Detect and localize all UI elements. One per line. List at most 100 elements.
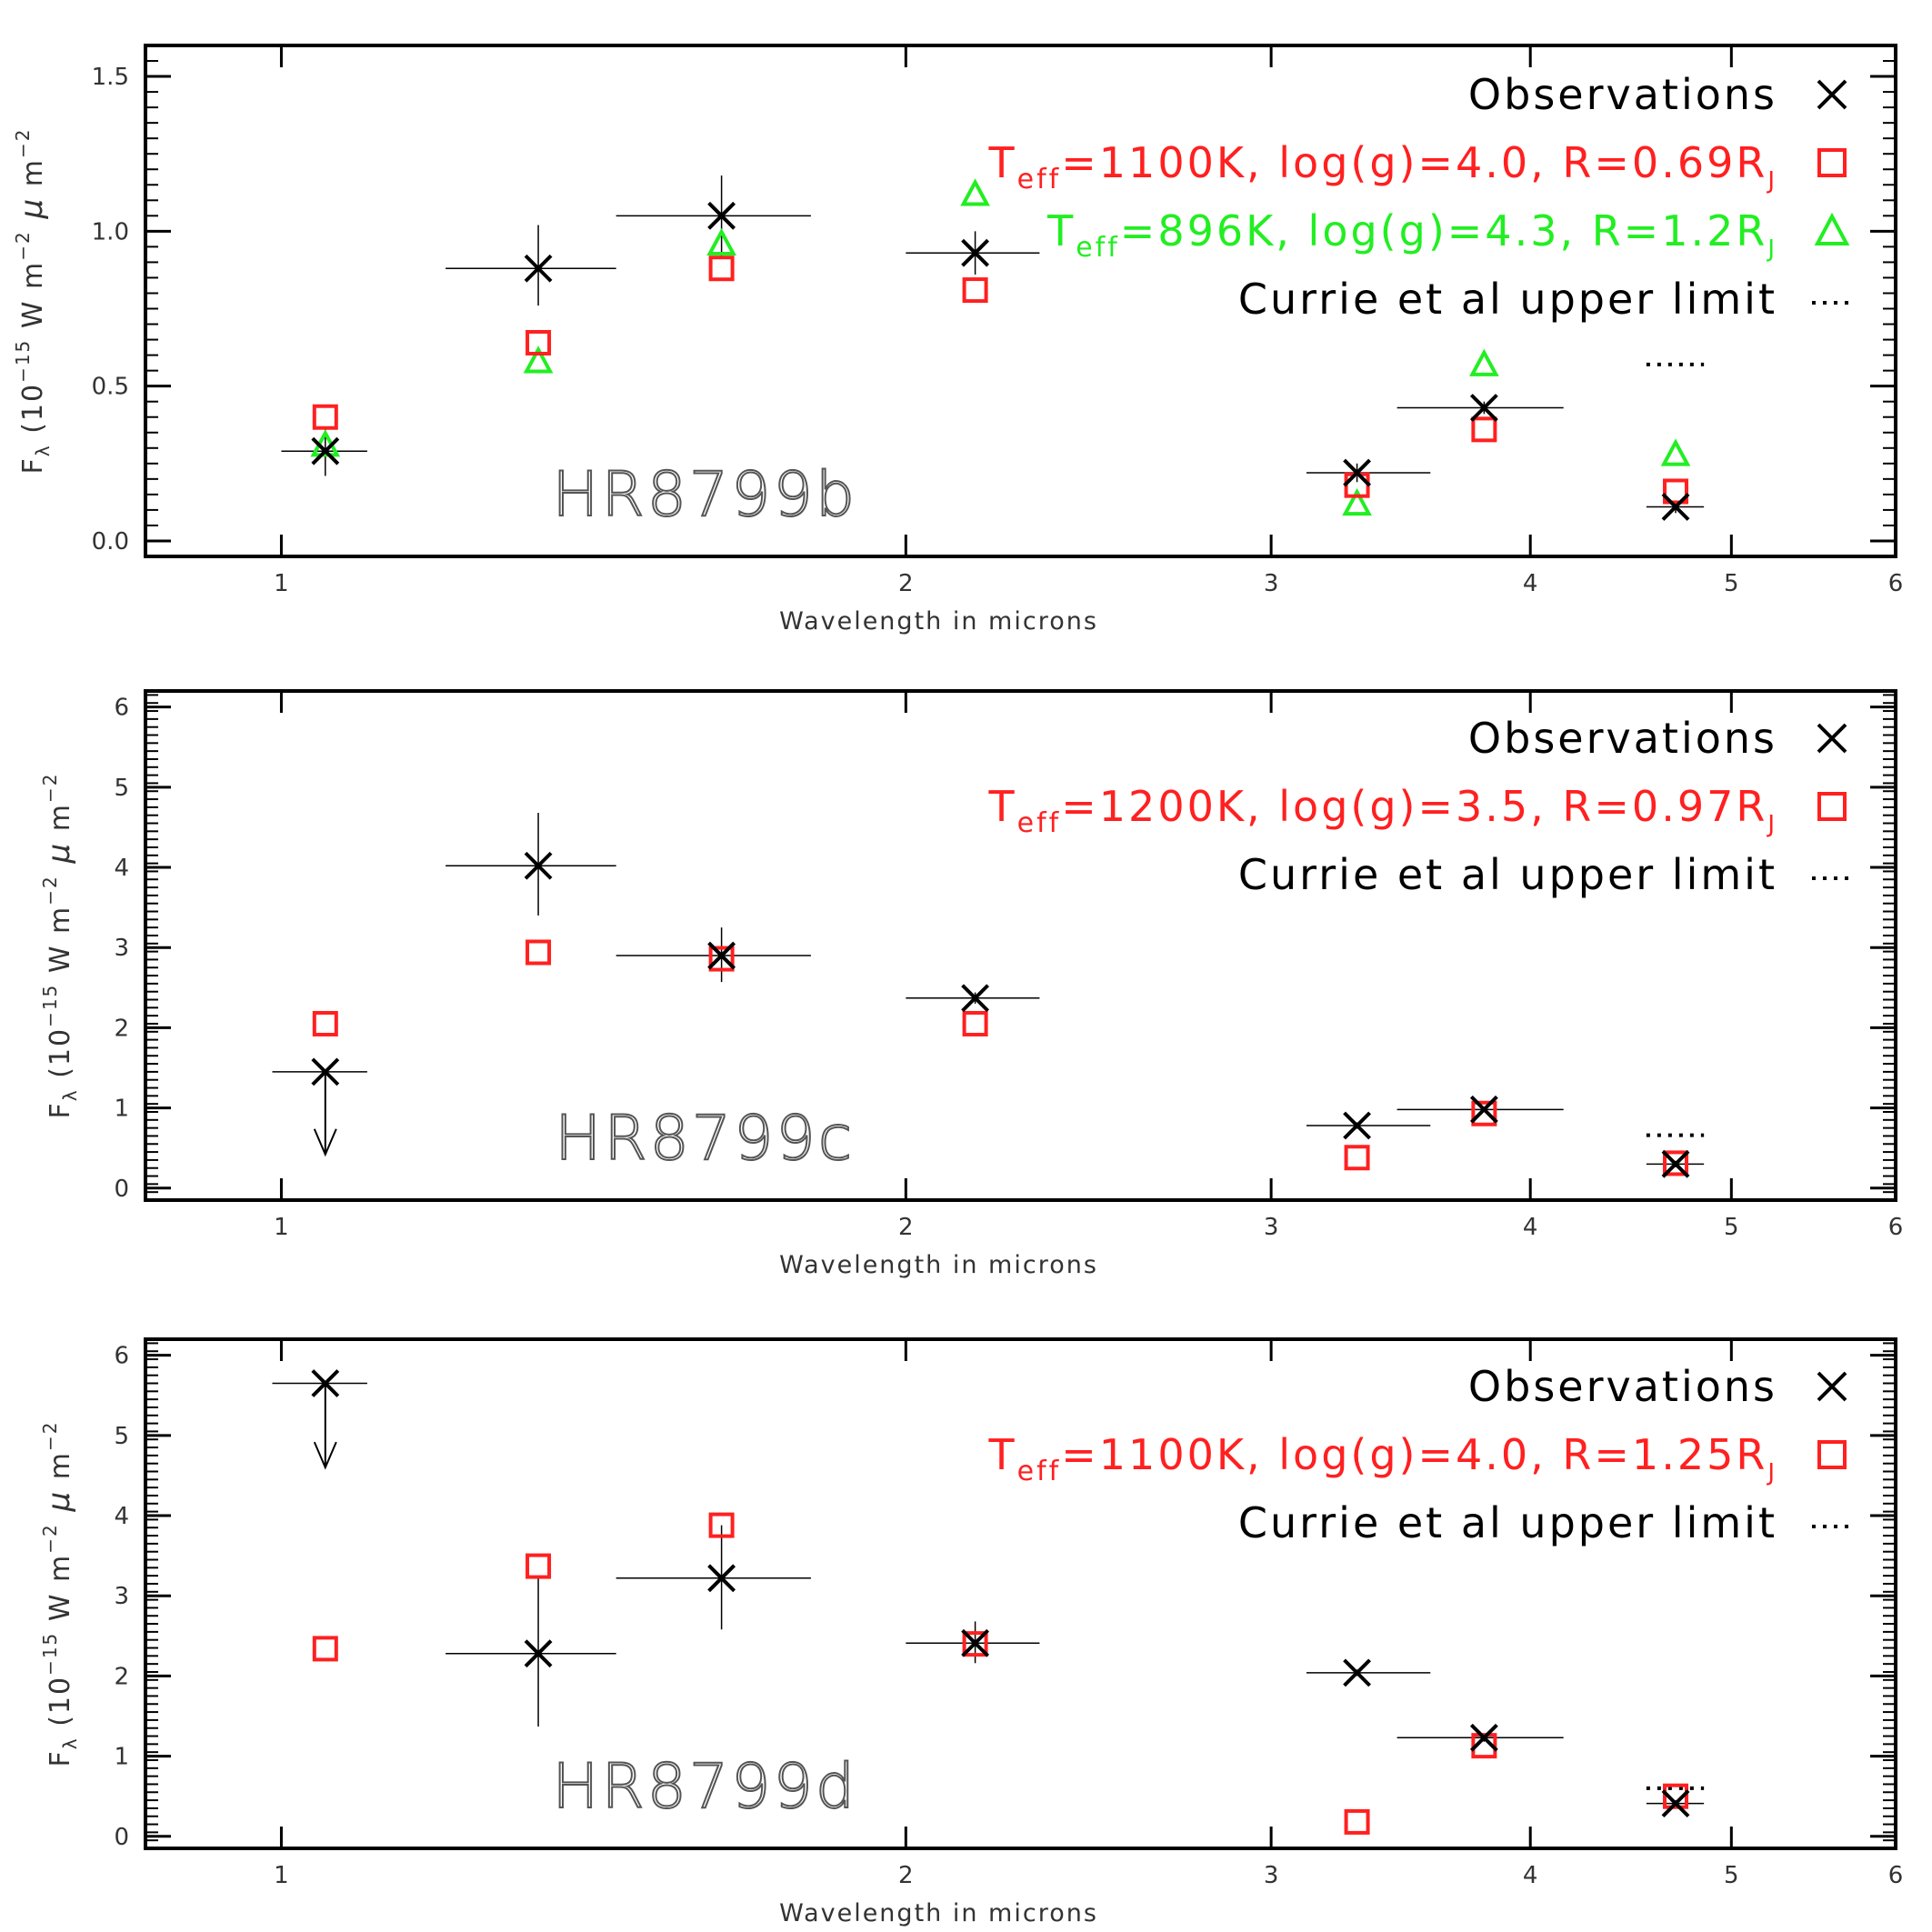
chart-panel-hr8799d: 0 1 2 3 4 5 6 1 2 3 4 5 6 Wavelength in microns Fλ (10…	[39, 1337, 1904, 1927]
model2-point	[706, 227, 736, 256]
legend-marker	[1814, 212, 1850, 245]
legend-entry: Observations	[1468, 1362, 1777, 1411]
x-tick-label: 2	[898, 1862, 914, 1889]
x-axis-label: Wavelength in microns	[779, 1899, 1098, 1927]
legend-entry: Observations	[1468, 714, 1777, 763]
model2-point	[960, 178, 990, 206]
chart-panel-hr8799b: 0.0 0.5 1.0 1.5 1 2 3 4 5 6 Wavelength in microns F…	[12, 44, 1903, 636]
observation-point	[311, 1369, 340, 1397]
x-axis-label: Wavelength in microns	[779, 1251, 1098, 1279]
observation-point	[707, 1564, 736, 1593]
x-tick-label: 3	[1264, 1214, 1279, 1241]
y-tick-label: 0.0	[92, 528, 129, 556]
plot-frame	[144, 44, 1897, 558]
model-point	[708, 1512, 735, 1538]
model2-point	[1342, 487, 1372, 516]
model-point	[708, 946, 735, 972]
model2-point	[1469, 348, 1499, 376]
model-point	[526, 329, 552, 355]
model-point	[1663, 1150, 1689, 1176]
x-tick-label: 6	[1888, 1862, 1904, 1889]
x-tick-label: 1	[274, 570, 289, 597]
model-point	[1344, 1145, 1370, 1171]
model2-point	[523, 345, 554, 374]
legend-marker	[1817, 1440, 1847, 1469]
y-tick-label: 0	[114, 1824, 129, 1851]
x-tick-label: 3	[1264, 1862, 1279, 1889]
y-tick-label: 5	[114, 1423, 129, 1450]
y-tick-label: 0.5	[92, 374, 129, 401]
legend-entry: Currie et al upper limit	[1238, 850, 1777, 899]
model-point	[1471, 1100, 1497, 1126]
x-tick-label: 6	[1888, 1214, 1904, 1241]
observation-point	[524, 254, 553, 283]
legend-marker	[1817, 79, 1847, 110]
legend-entry: Teff=1200K, log(g)=3.5, R=0.97RJ	[988, 782, 1777, 839]
observation-point	[1661, 1789, 1690, 1818]
observation-point	[707, 941, 736, 970]
observation-point	[1343, 1111, 1371, 1140]
x-tick-label: 1	[274, 1214, 289, 1241]
y-axis-label: Fλ (10−15 W m−2 μ m−2	[12, 128, 54, 475]
x-tick-label: 4	[1523, 570, 1538, 597]
model2-point	[1660, 438, 1691, 466]
legend: Observations Teff=1200K, log(g)=3.5, R=0.…	[988, 714, 1852, 899]
y-tick-label: 6	[114, 1343, 129, 1370]
legend: Observations Teff=1100K, log(g)=4.0, R=0.…	[988, 70, 1852, 324]
model-point	[1663, 1783, 1689, 1809]
y-tick-label: 1	[114, 1096, 129, 1123]
model-point	[708, 255, 735, 282]
planet-label: HR8799c	[555, 1103, 855, 1175]
upper-limit-arrow	[313, 1383, 337, 1470]
observation-point	[1343, 1658, 1371, 1687]
y-tick-label: 1.5	[92, 64, 129, 91]
observation-point	[961, 984, 990, 1013]
chart-panel-hr8799c: 0 1 2 3 4 5 6 1 2 3 4 5 6 Wavelength in microns Fλ (10…	[39, 689, 1904, 1279]
planet-label: HR8799b	[552, 459, 857, 531]
plot-frame	[144, 689, 1897, 1202]
model-point	[962, 1631, 988, 1657]
y-axis-label: Fλ (10−15 W m−2 μ m−2	[39, 1421, 81, 1767]
observation-point	[311, 1057, 340, 1086]
x-axis-label: Wavelength in microns	[779, 607, 1098, 636]
x-tick-label: 4	[1523, 1862, 1538, 1889]
upper-limit-arrow	[313, 1071, 337, 1157]
y-tick-label: 6	[114, 695, 129, 722]
observation-point	[1469, 1095, 1498, 1124]
x-tick-label: 5	[1724, 1862, 1739, 1889]
model-point	[526, 939, 552, 966]
y-tick-label: 2	[114, 1663, 129, 1690]
x-tick-label: 5	[1724, 570, 1739, 597]
x-tick-label: 5	[1724, 1214, 1739, 1241]
observation-point	[1661, 493, 1690, 521]
observation-point	[961, 1628, 990, 1657]
model-point	[312, 404, 338, 430]
model-point	[312, 1010, 338, 1036]
model-point	[1663, 478, 1689, 505]
x-tick-label: 4	[1523, 1214, 1538, 1241]
y-tick-label: 1.0	[92, 218, 129, 245]
planet-label: HR8799d	[552, 1751, 857, 1823]
observation-point	[707, 201, 736, 230]
legend-entry: Currie et al upper limit	[1238, 1498, 1777, 1547]
observation-point	[311, 436, 340, 465]
observation-point	[1343, 458, 1371, 487]
legend-marker	[1817, 723, 1847, 754]
legend-entry: Teff=896K, log(g)=4.3, R=1.2RJ	[1046, 206, 1777, 264]
observation-point	[1469, 1723, 1498, 1752]
y-tick-label: 0	[114, 1176, 129, 1203]
x-tick-label: 2	[898, 570, 914, 597]
y-axis-label: Fλ (10−15 W m−2 μ m−2	[39, 773, 81, 1119]
legend-entry: Teff=1100K, log(g)=4.0, R=1.25RJ	[988, 1430, 1777, 1487]
observation-point	[961, 238, 990, 267]
y-tick-label: 3	[114, 1583, 129, 1610]
y-tick-label: 4	[114, 1503, 129, 1530]
legend-marker	[1817, 792, 1847, 821]
legend-marker	[1817, 148, 1847, 177]
y-tick-label: 5	[114, 775, 129, 802]
model-point	[962, 277, 988, 304]
y-tick-label: 2	[114, 1015, 129, 1042]
observation-point	[524, 1639, 553, 1668]
observation-point	[1661, 1149, 1690, 1178]
legend-entry: Observations	[1468, 70, 1777, 119]
